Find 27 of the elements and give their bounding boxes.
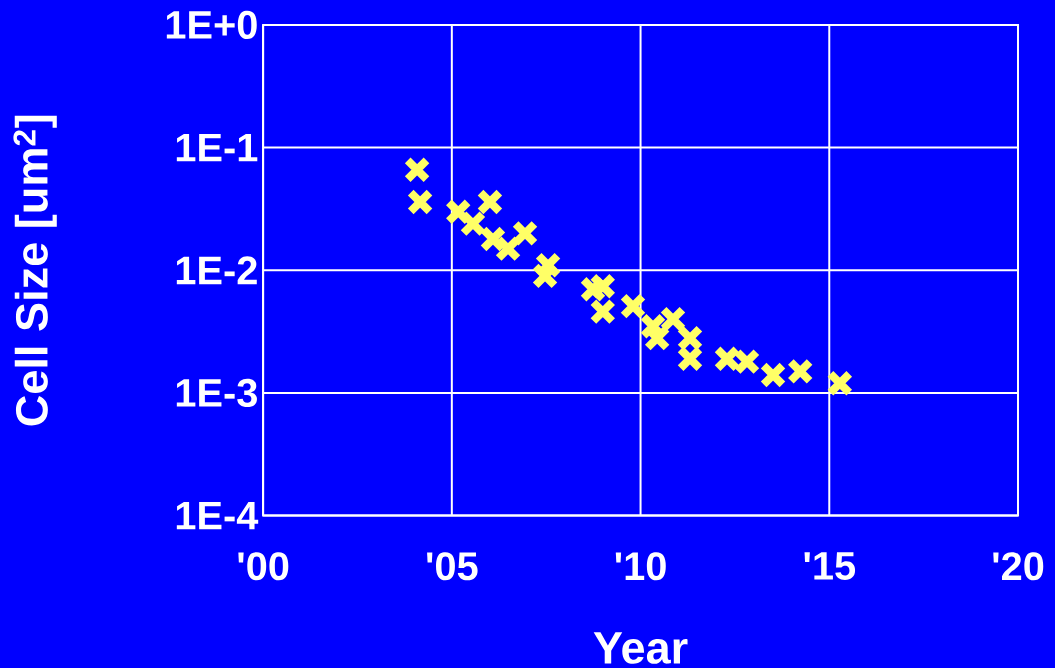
y-axis-title: Cell Size [um$^{2}$] [13,115,57,426]
point [589,298,617,325]
point [494,235,522,262]
point [511,219,539,247]
point [531,262,559,290]
point [476,188,504,216]
x-axis-title: Year [593,632,688,664]
y-tick-label: 1E+0 [166,10,257,39]
x-tick-label: '00 [238,552,289,581]
y-tick-label: 1E-1 [176,133,258,162]
point [444,198,472,226]
point [403,156,431,184]
point [676,345,704,373]
x-tick-label: '05 [427,552,478,581]
x-tick-label: '20 [993,552,1044,581]
x-tick-label: '10 [615,552,666,581]
x-tick-label: '15 [804,552,856,580]
y-tick-label: 1E-4 [176,501,259,530]
point [479,225,507,253]
y-tick-label: 1E-3 [176,378,257,407]
point [459,210,487,237]
point [826,369,854,397]
point [406,188,434,216]
point [619,292,647,320]
point [534,251,562,279]
y-tick-label: 1E-2 [176,256,257,285]
point [643,324,671,352]
